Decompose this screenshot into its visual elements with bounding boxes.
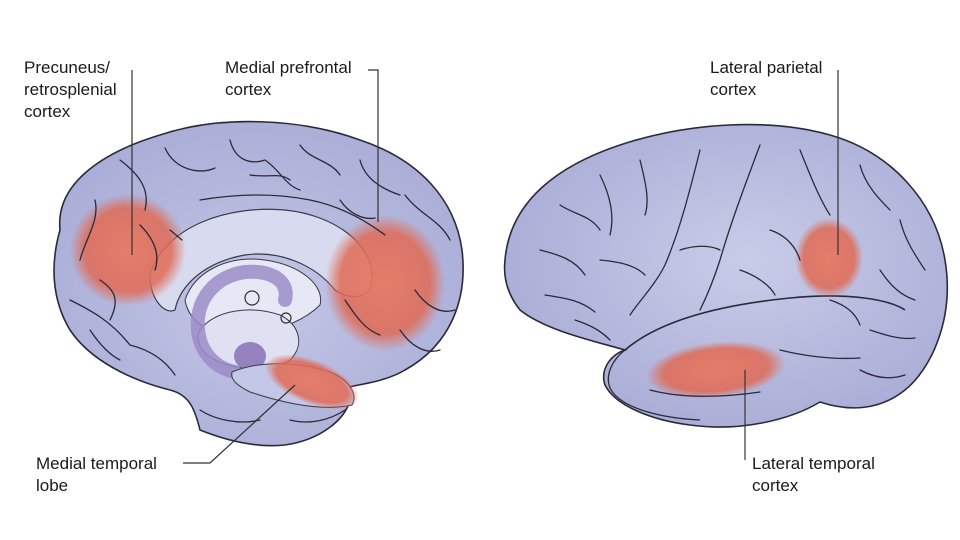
leader-medial-temporal xyxy=(183,384,296,464)
label-medial-temporal-line1: Medial temporal xyxy=(36,454,157,473)
small-loop xyxy=(244,290,260,306)
label-precuneus-line3: cortex xyxy=(24,102,71,121)
label-precuneus: Precuneus/ retrosplenial cortex xyxy=(24,57,117,123)
label-precuneus-line2: retrosplenial xyxy=(24,80,117,99)
label-medial-temporal: Medial temporal lobe xyxy=(36,453,157,497)
medial-hemisphere xyxy=(53,120,464,447)
lateral-sulci xyxy=(539,144,926,397)
precuneus-highlight xyxy=(70,194,186,306)
medial-prefrontal-highlight xyxy=(325,215,445,351)
leader-medial-prefrontal xyxy=(368,69,379,222)
sylvian-fissure xyxy=(624,295,906,351)
label-lateral-parietal-line2: cortex xyxy=(710,80,757,99)
lateral-hemisphere xyxy=(503,123,949,428)
medial-temporal-highlight xyxy=(264,354,360,410)
label-lateral-temporal: Lateral temporal cortex xyxy=(752,453,875,497)
label-precuneus-line1: Precuneus/ xyxy=(24,58,110,77)
small-loop-2 xyxy=(280,312,292,324)
temporal-lobe-fold xyxy=(607,349,701,421)
leader-lines xyxy=(131,69,839,464)
label-lateral-temporal-line2: cortex xyxy=(752,476,799,495)
label-lateral-parietal-line1: Lateral parietal xyxy=(710,58,823,77)
label-lateral-parietal: Lateral parietal cortex xyxy=(710,57,822,101)
lateral-temporal-highlight xyxy=(646,341,786,399)
amygdala xyxy=(234,342,266,370)
medial-sulci xyxy=(69,139,456,423)
lateral-parietal-highlight xyxy=(795,218,863,298)
label-medial-prefrontal: Medial prefrontal cortex xyxy=(225,57,352,101)
label-medial-temporal-line2: lobe xyxy=(36,476,69,495)
label-medial-prefrontal-line2: cortex xyxy=(225,80,272,99)
fornix-arc xyxy=(190,264,293,379)
label-medial-prefrontal-line1: Medial prefrontal xyxy=(225,58,352,77)
label-lateral-temporal-line1: Lateral temporal xyxy=(752,454,875,473)
